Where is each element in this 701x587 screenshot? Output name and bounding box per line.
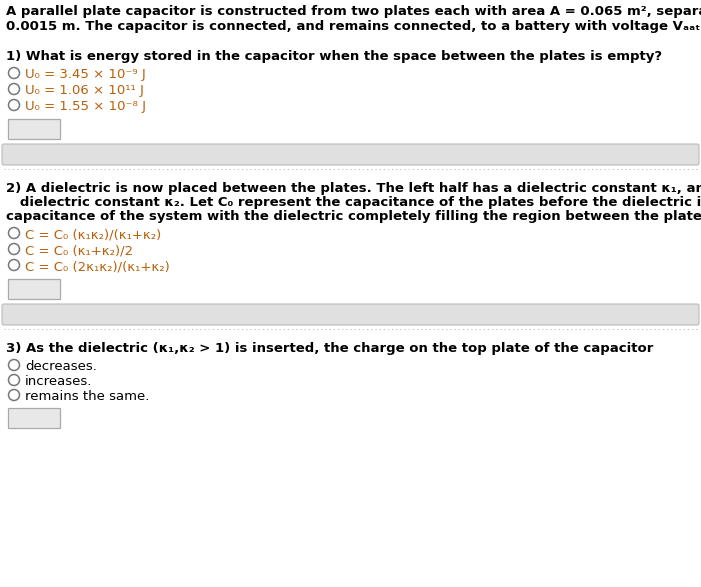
Text: 1) What is energy stored in the capacitor when the space between the plates is e: 1) What is energy stored in the capacito… [6,50,662,63]
FancyBboxPatch shape [2,144,699,165]
Text: 2) A dielectric is now placed between the plates. The left half has a dielectric: 2) A dielectric is now placed between th… [6,182,701,195]
Text: Submit: Submit [12,123,56,136]
Text: C = C₀ (κ₁κ₂)/(κ₁+κ₂): C = C₀ (κ₁κ₂)/(κ₁+κ₂) [25,228,161,241]
FancyBboxPatch shape [8,279,60,299]
Text: +: + [681,148,693,161]
Text: 3) As the dielectric (κ₁,κ₂ > 1) is inserted, the charge on the top plate of the: 3) As the dielectric (κ₁,κ₂ > 1) is inse… [6,342,653,355]
Text: capacitance of the system with the dielectric completely filling the region betw: capacitance of the system with the diele… [6,210,701,223]
Text: increases.: increases. [25,375,93,388]
Text: C = C₀ (2κ₁κ₂)/(κ₁+κ₂): C = C₀ (2κ₁κ₂)/(κ₁+κ₂) [25,260,170,273]
Text: C = C₀ (κ₁+κ₂)/2: C = C₀ (κ₁+κ₂)/2 [25,244,133,257]
Text: U₀ = 1.55 × 10⁻⁸ J: U₀ = 1.55 × 10⁻⁸ J [25,100,146,113]
Text: U₀ = 1.06 × 10¹¹ J: U₀ = 1.06 × 10¹¹ J [25,84,144,97]
Text: U₀ = 3.45 × 10⁻⁹ J: U₀ = 3.45 × 10⁻⁹ J [25,68,146,81]
Text: dielectric constant κ₂. Let C₀ represent the capacitance of the plates before th: dielectric constant κ₂. Let C₀ represent… [6,196,701,209]
Text: Submit: Submit [12,282,56,295]
FancyBboxPatch shape [2,304,699,325]
FancyBboxPatch shape [8,119,60,139]
Text: 0.0015 m. The capacitor is connected, and remains connected, to a battery with v: 0.0015 m. The capacitor is connected, an… [6,20,701,33]
Text: A parallel plate capacitor is constructed from two plates each with area A = 0.0: A parallel plate capacitor is constructe… [6,5,701,18]
Text: remains the same.: remains the same. [25,390,149,403]
Text: Submit: Submit [12,411,56,424]
FancyBboxPatch shape [8,408,60,428]
Text: decreases.: decreases. [25,360,97,373]
Text: +: + [681,308,693,321]
